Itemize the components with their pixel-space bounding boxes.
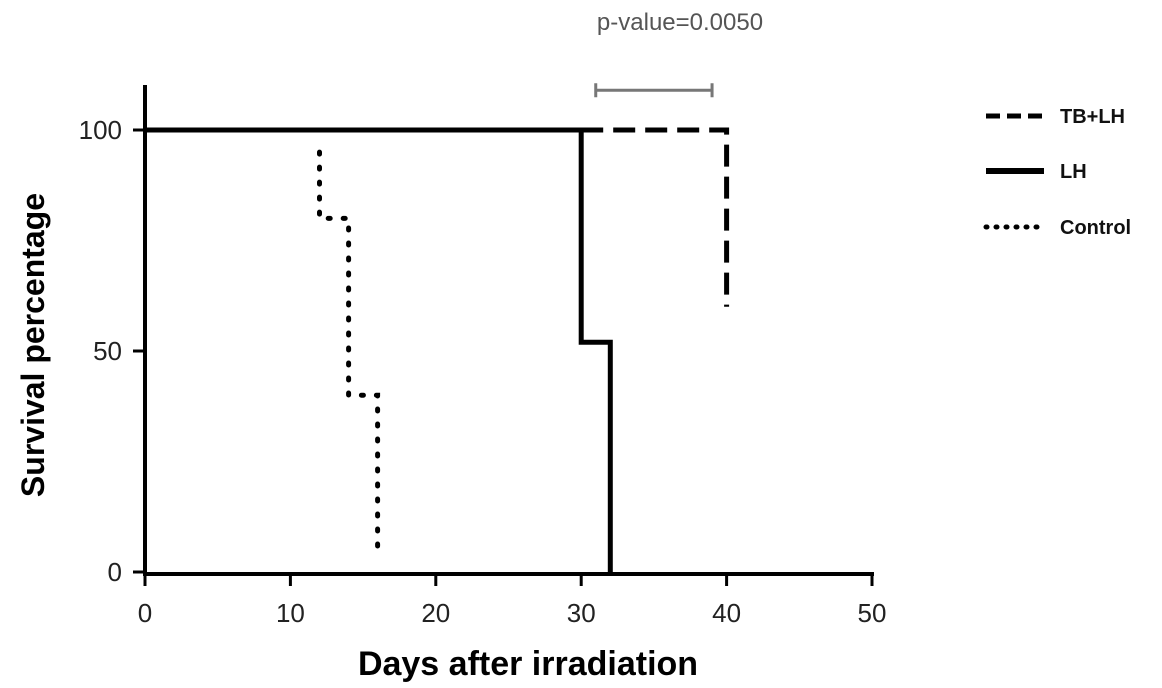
legend-label: LH [1060,161,1087,183]
x-tick-label: 20 [421,598,450,628]
x-tick-label: 50 [858,598,887,628]
series-line-control [317,149,381,562]
annotation-layer: p-value=0.0050 [594,9,763,98]
legend-label: Control [1060,217,1131,239]
series-line-tb-lh [581,127,730,307]
y-tick-label: 0 [108,557,122,587]
y-tick-label: 50 [93,336,122,366]
x-tick-label: 40 [712,598,741,628]
x-tick-label: 30 [567,598,596,628]
y-axis-label: Survival percentage [15,193,51,497]
x-axis-label: Days after irradiation [358,645,698,683]
significance-bracket [594,83,714,98]
axes-layer [143,85,874,576]
ticks-layer: 0 10 20 30 40 50 0 50 100 [79,115,887,628]
legend: TB+LH LH Control [983,106,1131,239]
legend-label: TB+LH [1060,106,1125,128]
x-tick-label: 0 [138,598,152,628]
y-tick-label: 100 [79,115,122,145]
series-line-lh [145,127,613,572]
series-layer [145,127,730,572]
x-tick-label: 10 [276,598,305,628]
p-value-annotation: p-value=0.0050 [597,9,763,36]
